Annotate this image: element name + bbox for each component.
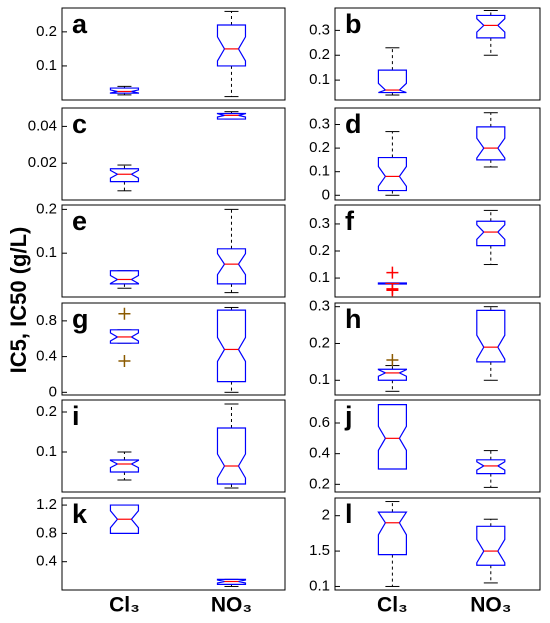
outlier	[386, 284, 399, 297]
y-tick-label: 0.2	[36, 403, 57, 420]
y-tick-label: 0.8	[36, 312, 57, 329]
y-tick-label: 0.3	[309, 21, 330, 38]
y-tick-label: 0.2	[309, 139, 330, 156]
box	[377, 368, 407, 381]
axes-frame	[334, 399, 541, 493]
y-tick-label: 0.4	[36, 553, 57, 570]
axes-frame	[334, 107, 541, 201]
box	[377, 156, 407, 192]
panel-label: k	[72, 499, 88, 529]
box	[476, 459, 506, 475]
box	[216, 248, 247, 285]
panel-label: b	[345, 9, 362, 39]
y-tick-label: 0.3	[309, 298, 330, 315]
y-tick-label: 0.2	[36, 23, 57, 40]
box	[377, 511, 408, 556]
box	[216, 24, 247, 67]
panel-label: l	[345, 499, 353, 529]
y-tick-label: 0.4	[309, 445, 330, 462]
y-tick-label: 0.1	[309, 577, 330, 594]
box	[109, 87, 140, 94]
box	[216, 309, 247, 383]
box	[476, 126, 506, 161]
y-tick-label: 0	[49, 383, 57, 400]
y-tick-label: 2	[322, 507, 330, 524]
x-tick-label: Cl₃	[109, 594, 140, 617]
y-tick-label: 0.1	[309, 269, 330, 286]
axes-frame	[334, 7, 541, 101]
box	[377, 404, 407, 470]
y-tick-label: 0.2	[309, 46, 330, 63]
axes-frame	[61, 7, 286, 101]
panel-label: j	[344, 401, 353, 431]
y-tick-label: 0.2	[309, 242, 330, 259]
y-tick-label: 0.3	[309, 115, 330, 132]
box	[476, 220, 506, 247]
outlier	[118, 307, 131, 320]
y-tick-label: 0.1	[309, 163, 330, 180]
outlier	[118, 355, 131, 368]
box	[109, 270, 140, 285]
y-tick-label: 0.4	[36, 348, 57, 365]
outlier	[386, 354, 399, 367]
panel-label: i	[72, 401, 80, 431]
panel-label: f	[345, 206, 355, 236]
y-tick-label: 0.1	[309, 371, 330, 388]
box	[109, 459, 140, 473]
y-tick-label: 1.2	[36, 496, 57, 513]
x-tick-label: NO₃	[211, 594, 252, 617]
y-tick-label: 0.1	[36, 57, 57, 74]
box	[476, 309, 506, 363]
axes-frame	[61, 497, 286, 591]
y-tick-label: 1.5	[309, 542, 330, 559]
axes-frame	[61, 399, 286, 493]
axes-frame	[61, 204, 286, 298]
panel-label: h	[345, 304, 362, 334]
y-tick-label: 0	[322, 186, 330, 203]
box	[476, 525, 506, 566]
y-tick-label: 0.2	[36, 200, 57, 217]
panel-label: g	[72, 304, 89, 334]
box	[476, 14, 506, 39]
y-tick-label: 0.1	[36, 443, 57, 460]
panel-label: c	[72, 109, 87, 139]
box	[109, 168, 140, 183]
axes-frame	[61, 107, 286, 201]
axes-frame	[334, 302, 541, 396]
y-tick-label: 0.8	[36, 524, 57, 541]
y-tick-label: 0.1	[36, 244, 57, 261]
panel-label: a	[72, 9, 88, 39]
x-tick-label: Cl₃	[377, 594, 408, 617]
axes-frame	[334, 497, 541, 591]
y-tick-label: 0.2	[309, 475, 330, 492]
panel-label: e	[72, 206, 87, 236]
y-tick-label: 0.1	[309, 71, 330, 88]
box	[377, 69, 407, 94]
y-tick-label: 0.2	[309, 334, 330, 351]
x-tick-label: NO₃	[470, 594, 511, 617]
y-tick-label: 0.3	[309, 215, 330, 232]
y-tick-label: 0.02	[28, 154, 57, 171]
axes-frame	[334, 204, 541, 298]
y-tick-label: 0.04	[28, 117, 57, 134]
y-tick-label: 0.6	[309, 414, 330, 431]
outlier	[386, 266, 399, 279]
axes-frame	[61, 302, 286, 396]
box	[216, 427, 247, 485]
y-axis-label: IC5, IC50 (g/L)	[6, 227, 31, 374]
panel-label: d	[345, 109, 362, 139]
box	[216, 112, 247, 120]
